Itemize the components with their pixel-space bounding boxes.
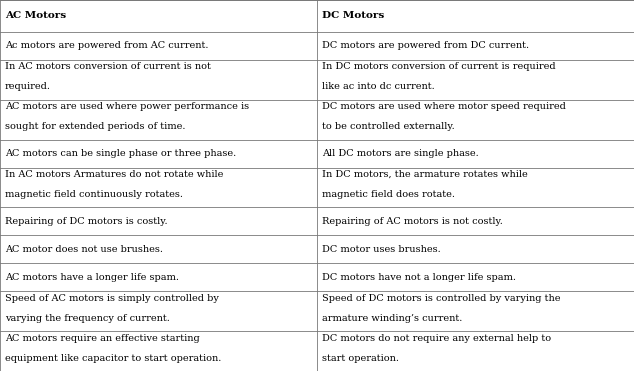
Text: In DC motors, the armature rotates while: In DC motors, the armature rotates while [322,170,528,179]
Text: Ac motors are powered from AC current.: Ac motors are powered from AC current. [5,42,209,50]
Text: start operation.: start operation. [322,354,399,362]
Text: In AC motors Armatures do not rotate while: In AC motors Armatures do not rotate whi… [5,170,223,179]
Text: In AC motors conversion of current is not: In AC motors conversion of current is no… [5,62,211,71]
Text: Speed of AC motors is simply controlled by: Speed of AC motors is simply controlled … [5,294,219,303]
Text: AC motors can be single phase or three phase.: AC motors can be single phase or three p… [5,149,236,158]
Text: DC motors do not require any external help to: DC motors do not require any external he… [322,334,551,342]
Text: AC motor does not use brushes.: AC motor does not use brushes. [5,245,163,254]
Text: All DC motors are single phase.: All DC motors are single phase. [322,149,479,158]
Text: DC motors are used where motor speed required: DC motors are used where motor speed req… [322,102,566,111]
Text: Speed of DC motors is controlled by varying the: Speed of DC motors is controlled by vary… [322,294,560,303]
Text: DC motor uses brushes.: DC motor uses brushes. [322,245,441,254]
Text: like ac into dc current.: like ac into dc current. [322,82,435,91]
Text: In DC motors conversion of current is required: In DC motors conversion of current is re… [322,62,555,71]
Text: sought for extended periods of time.: sought for extended periods of time. [5,122,186,131]
Text: magnetic field does rotate.: magnetic field does rotate. [322,190,455,199]
Text: DC motors are powered from DC current.: DC motors are powered from DC current. [322,42,529,50]
Text: varying the frequency of current.: varying the frequency of current. [5,313,170,323]
Text: magnetic field continuously rotates.: magnetic field continuously rotates. [5,190,183,199]
Text: equipment like capacitor to start operation.: equipment like capacitor to start operat… [5,354,221,362]
Text: AC motors are used where power performance is: AC motors are used where power performan… [5,102,249,111]
Text: AC Motors: AC Motors [5,12,66,20]
Text: required.: required. [5,82,51,91]
Text: AC motors have a longer life spam.: AC motors have a longer life spam. [5,273,179,282]
Text: DC Motors: DC Motors [322,12,384,20]
Text: Repairing of DC motors is costly.: Repairing of DC motors is costly. [5,217,168,226]
Text: AC motors require an effective starting: AC motors require an effective starting [5,334,200,342]
Text: armature winding’s current.: armature winding’s current. [322,313,462,323]
Text: to be controlled externally.: to be controlled externally. [322,122,455,131]
Text: DC motors have not a longer life spam.: DC motors have not a longer life spam. [322,273,516,282]
Text: Repairing of AC motors is not costly.: Repairing of AC motors is not costly. [322,217,503,226]
